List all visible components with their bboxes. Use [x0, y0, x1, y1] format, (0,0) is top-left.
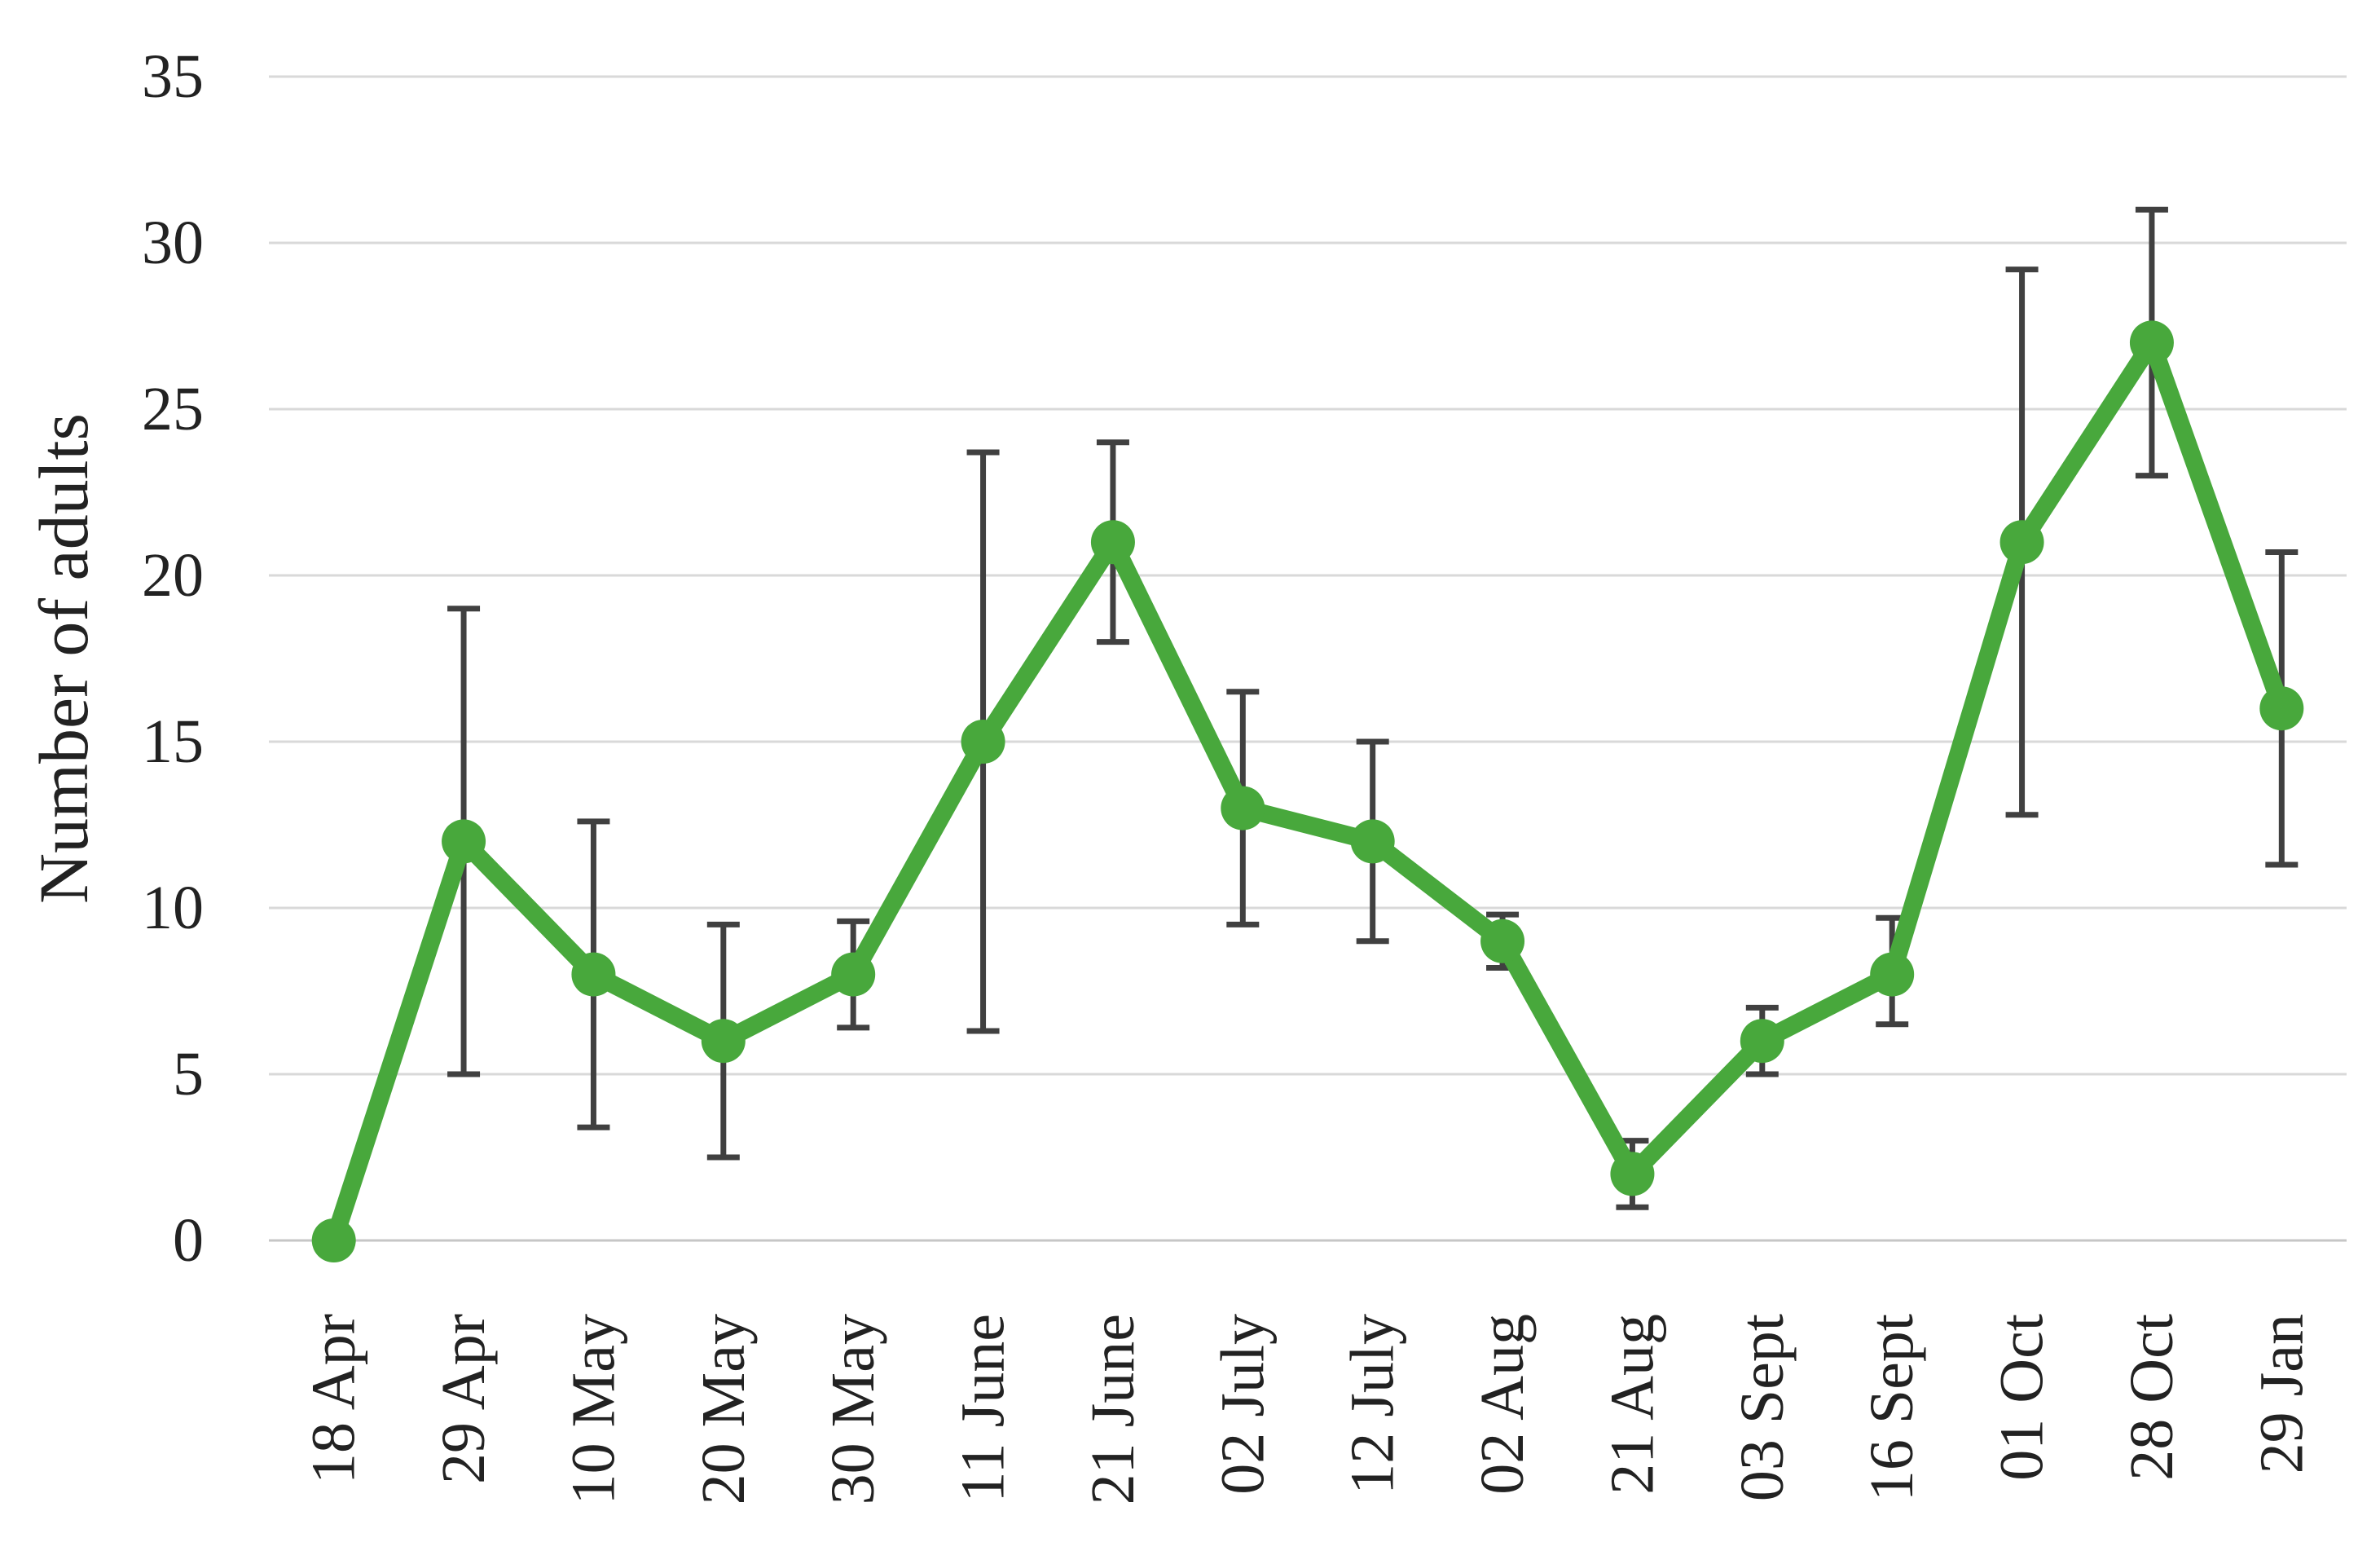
- x-tick-label: 12 July: [1339, 1314, 1407, 1495]
- data-point-marker: [2259, 686, 2304, 731]
- x-tick-label: 02 Aug: [1468, 1314, 1537, 1495]
- y-axis-tick-labels: 0 5 10 15 20 25 30 35: [142, 42, 204, 1275]
- data-point-marker: [2129, 320, 2174, 365]
- y-axis-title: Number of adults: [24, 413, 103, 904]
- y-tick-label: 25: [142, 375, 204, 443]
- data-point-markers: [311, 320, 2304, 1262]
- x-tick-label: 29 Jan: [2247, 1314, 2316, 1474]
- data-point-marker: [701, 1019, 746, 1064]
- series-polyline: [324, 333, 2291, 1249]
- data-point-marker: [571, 952, 616, 997]
- data-point-marker: [961, 720, 1005, 764]
- x-tick-label: 30 May: [819, 1314, 887, 1505]
- gridlines: [269, 75, 2347, 1242]
- y-tick-label: 15: [142, 707, 204, 776]
- data-point-marker: [1870, 952, 1915, 997]
- x-tick-label: 28 Oct: [2118, 1314, 2186, 1481]
- x-tick-label: 03 Sept: [1728, 1314, 1797, 1501]
- x-tick-label: 02 July: [1208, 1314, 1277, 1495]
- x-tick-label: 21 June: [1079, 1314, 1147, 1505]
- x-tick-label: 21 Aug: [1598, 1314, 1666, 1495]
- x-tick-label: 18 Apr: [300, 1314, 368, 1484]
- y-tick-label: 20: [142, 541, 204, 610]
- y-tick-label: 10: [142, 874, 204, 942]
- data-point-marker: [1350, 819, 1395, 864]
- data-point-marker: [311, 1218, 356, 1262]
- series-line: [324, 333, 2291, 1249]
- data-point-marker: [1740, 1019, 1784, 1064]
- y-tick-label: 5: [173, 1040, 204, 1108]
- y-tick-label: 0: [173, 1206, 204, 1275]
- x-tick-label: 16 Sept: [1858, 1314, 1926, 1501]
- y-tick-label: 30: [142, 209, 204, 277]
- x-tick-label: 10 May: [559, 1314, 627, 1505]
- x-tick-label: 20 May: [689, 1314, 758, 1505]
- data-point-marker: [1610, 1152, 1655, 1196]
- x-tick-label: 29 Apr: [429, 1314, 498, 1484]
- x-axis-tick-labels: 18 Apr 29 Apr 10 May 20 May 30 May 11 June 21 …: [300, 1314, 2316, 1505]
- data-point-marker: [1480, 919, 1525, 963]
- data-point-marker: [1090, 520, 1135, 565]
- y-tick-label: 35: [142, 42, 204, 111]
- data-point-marker: [1221, 786, 1265, 830]
- data-point-marker: [442, 819, 486, 864]
- x-tick-label: 01 Oct: [1988, 1314, 2057, 1481]
- data-point-marker: [831, 952, 876, 997]
- data-point-marker: [1999, 520, 2044, 565]
- x-tick-label: 11 June: [949, 1314, 1018, 1503]
